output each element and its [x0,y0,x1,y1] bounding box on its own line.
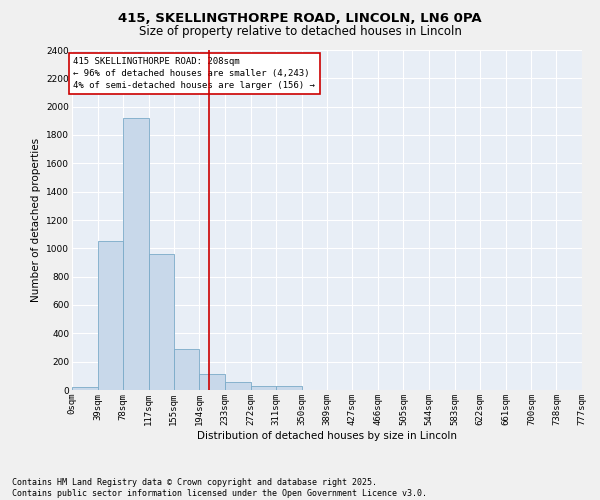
Bar [174,349,199,390]
Text: Size of property relative to detached houses in Lincoln: Size of property relative to detached ho… [139,25,461,38]
Bar [199,374,225,390]
Y-axis label: Number of detached properties: Number of detached properties [31,138,41,302]
X-axis label: Distribution of detached houses by size in Lincoln: Distribution of detached houses by size … [197,430,457,440]
Bar [72,387,98,390]
Text: 415, SKELLINGTHORPE ROAD, LINCOLN, LN6 0PA: 415, SKELLINGTHORPE ROAD, LINCOLN, LN6 0… [118,12,482,26]
Text: 415 SKELLINGTHORPE ROAD: 208sqm
← 96% of detached houses are smaller (4,243)
4% : 415 SKELLINGTHORPE ROAD: 208sqm ← 96% of… [73,57,315,90]
Text: Contains HM Land Registry data © Crown copyright and database right 2025.
Contai: Contains HM Land Registry data © Crown c… [12,478,427,498]
Bar [225,382,251,390]
Bar [123,118,149,390]
Bar [251,386,276,390]
Bar [276,386,302,390]
Bar [149,254,174,390]
Bar [98,242,123,390]
